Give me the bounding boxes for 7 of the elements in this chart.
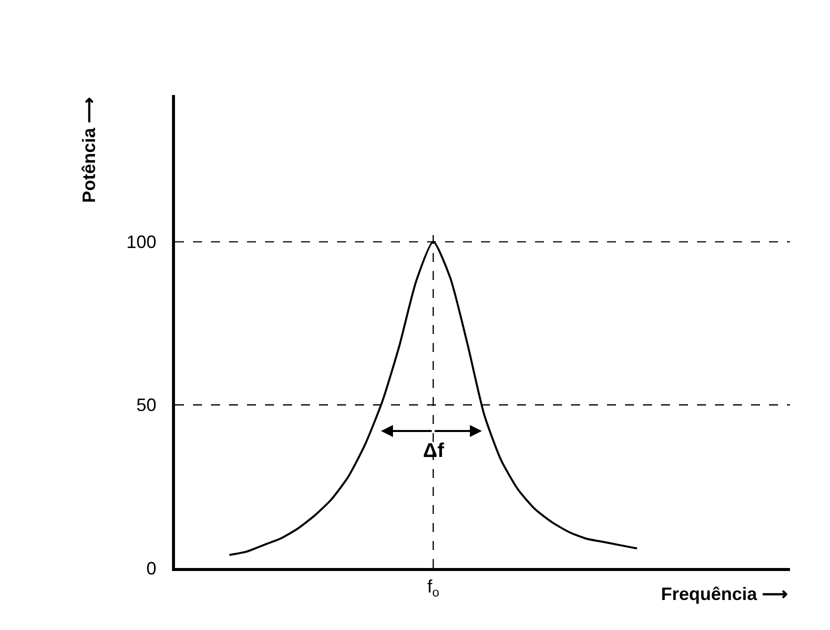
- x-axis-title: Frequência ⟶: [661, 584, 788, 604]
- y-tick-label: 0: [146, 558, 156, 578]
- x-tick-label: f$_{o}$: [427, 576, 440, 600]
- annotation: Δf: [423, 440, 444, 462]
- y-tick-label: 100: [126, 232, 156, 252]
- y-axis-title: Potência ⟶: [78, 96, 99, 203]
- y-tick-label: 50: [136, 395, 156, 416]
